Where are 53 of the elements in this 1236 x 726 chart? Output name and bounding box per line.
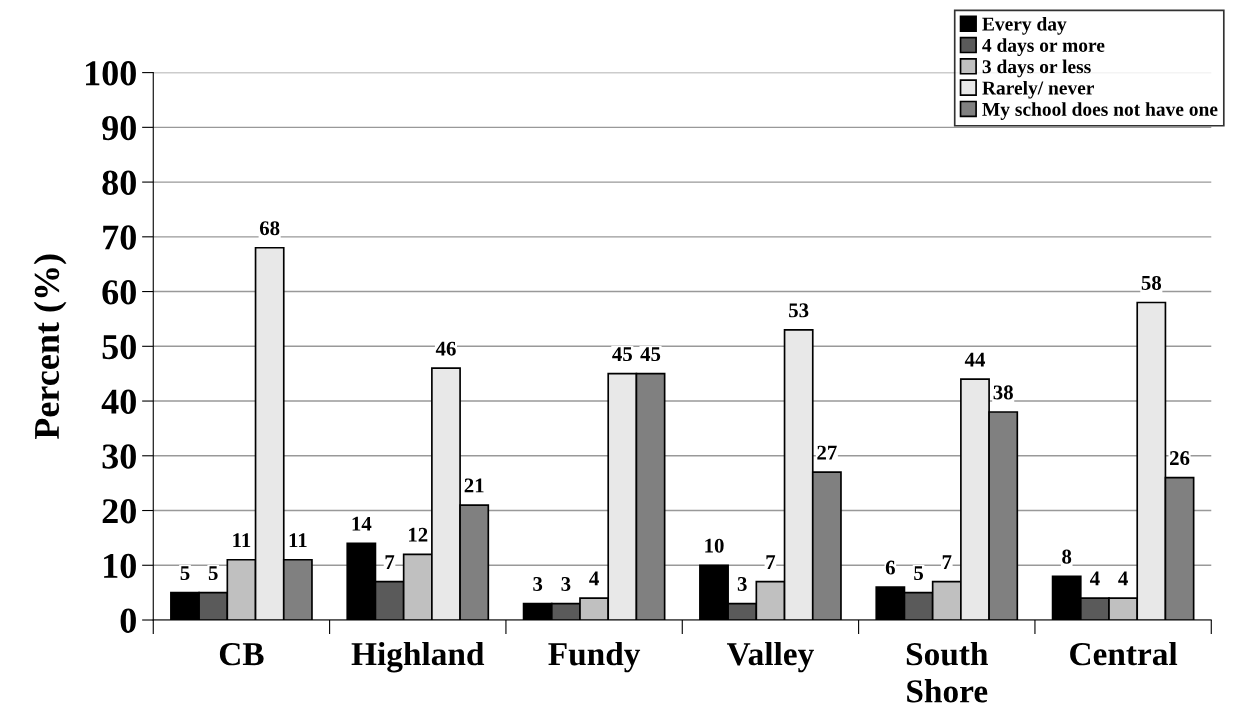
- data-label: 11: [289, 533, 307, 548]
- legend-label: Rarely/ never: [982, 80, 1095, 99]
- data-label: 26: [1170, 451, 1190, 466]
- data-label: 27: [817, 445, 837, 460]
- y-tick-label: 100: [86, 61, 136, 86]
- data-label: 8: [1062, 549, 1072, 564]
- data-label: 4: [1089, 571, 1100, 586]
- data-label: 7: [766, 555, 776, 569]
- data-label: 45: [612, 347, 632, 362]
- x-tick-label: Central: [1070, 641, 1178, 666]
- data-label: 11: [233, 533, 251, 548]
- data-label: 58: [1141, 275, 1162, 290]
- data-label: 53: [789, 303, 809, 318]
- data-label: 10: [705, 538, 724, 553]
- y-tick-label: 20: [102, 499, 136, 524]
- data-label: 4: [1118, 571, 1128, 586]
- x-tick-label: South Shore: [906, 641, 988, 703]
- y-tick-label: 50: [102, 334, 136, 360]
- legend-label: My school does not have one: [982, 102, 1218, 120]
- y-tick-label: 0: [120, 608, 136, 633]
- data-label: 3: [533, 577, 543, 592]
- legend-label: Every day: [982, 16, 1067, 35]
- x-tick-label: Fundy: [548, 641, 641, 673]
- data-label: 14: [352, 516, 372, 531]
- data-label: 4: [589, 571, 599, 586]
- data-label: 45: [640, 347, 661, 362]
- data-label: 7: [942, 555, 952, 569]
- y-tick-label: 60: [102, 280, 136, 305]
- data-label: 38: [993, 385, 1013, 400]
- x-tick-label: Valley: [726, 641, 814, 673]
- y-tick-label: 90: [102, 115, 136, 141]
- data-label: 6: [885, 560, 895, 575]
- data-label: 21: [464, 478, 484, 493]
- data-label: 44: [964, 352, 986, 367]
- data-label: 3: [737, 577, 747, 592]
- data-label: 46: [435, 341, 456, 356]
- x-tick-label: Highland: [351, 641, 485, 673]
- y-tick-label: 40: [101, 389, 136, 414]
- y-tick-label: 10: [104, 553, 136, 579]
- data-label: 12: [409, 527, 428, 542]
- legend-label: 4 days or more: [982, 38, 1105, 56]
- data-label: 68: [259, 221, 280, 236]
- y-axis-title: Percent (%): [33, 254, 67, 440]
- data-label: 5: [208, 566, 218, 581]
- legend-label: 3 days or less: [982, 59, 1091, 78]
- data-label: 3: [561, 577, 571, 592]
- y-tick-label: 70: [103, 225, 136, 250]
- y-tick-label: 30: [102, 444, 136, 469]
- x-tick-label: CB: [219, 642, 264, 666]
- y-tick-label: 80: [102, 170, 136, 195]
- data-label: 7: [385, 555, 395, 569]
- data-label: 5: [180, 566, 190, 581]
- data-label: 5: [914, 566, 924, 581]
